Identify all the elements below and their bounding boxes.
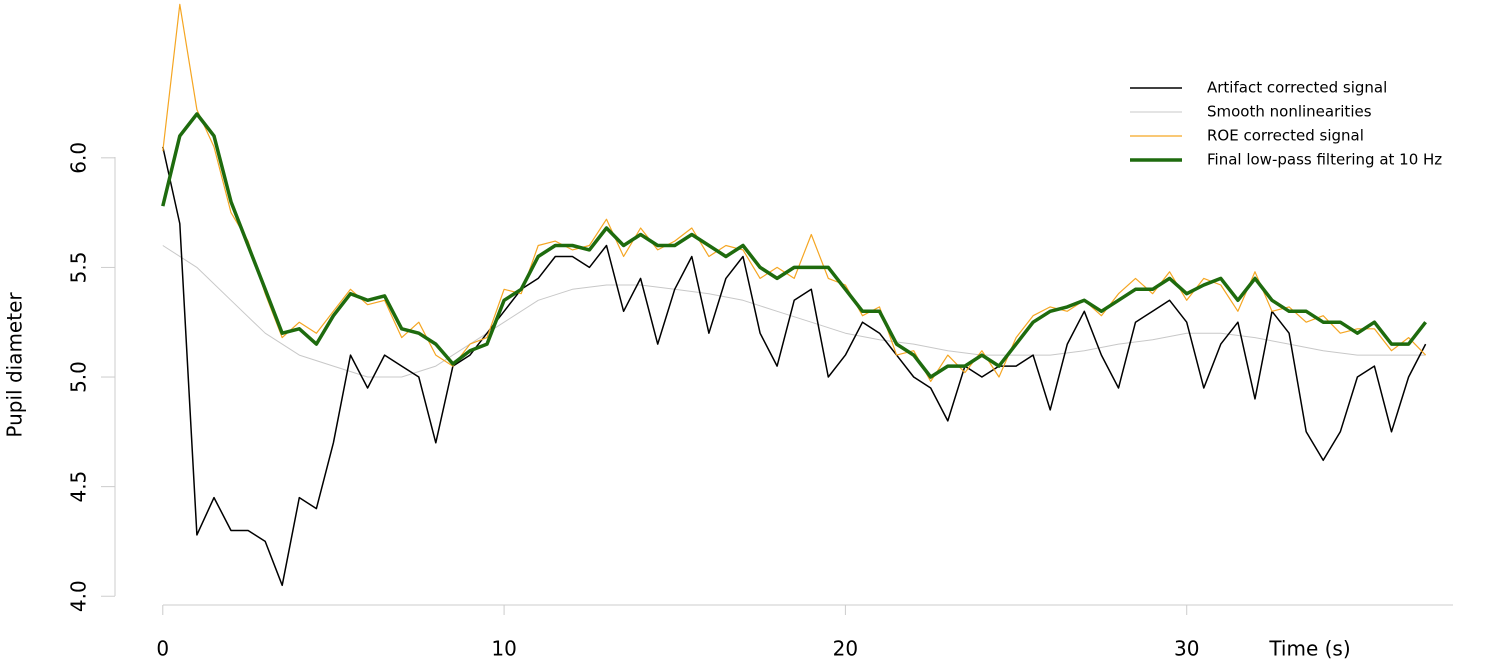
y-tick-label: 6.0 — [67, 142, 91, 174]
series-line — [161, 112, 1427, 379]
y-axis-label: Pupil diameter — [3, 292, 27, 438]
x-axis-label: Time (s) — [1268, 637, 1350, 661]
legend-label: Artifact corrected signal — [1207, 79, 1387, 97]
y-tick-label: 4.0 — [67, 580, 91, 612]
legend-label: Final low-pass filtering at 10 Hz — [1207, 151, 1442, 169]
series-line — [162, 3, 1427, 382]
x-tick-label: 0 — [156, 637, 169, 661]
y-tick-label: 5.5 — [67, 252, 91, 284]
legend-label: Smooth nonlinearities — [1207, 103, 1372, 121]
legend-label: ROE corrected signal — [1207, 127, 1364, 145]
x-tick-label: 30 — [1174, 637, 1199, 661]
y-tick-label: 4.5 — [67, 471, 91, 503]
y-tick-label: 5.0 — [67, 361, 91, 393]
x-tick-label: 20 — [833, 637, 858, 661]
series-line — [162, 146, 1427, 587]
x-tick-label: 10 — [491, 637, 516, 661]
